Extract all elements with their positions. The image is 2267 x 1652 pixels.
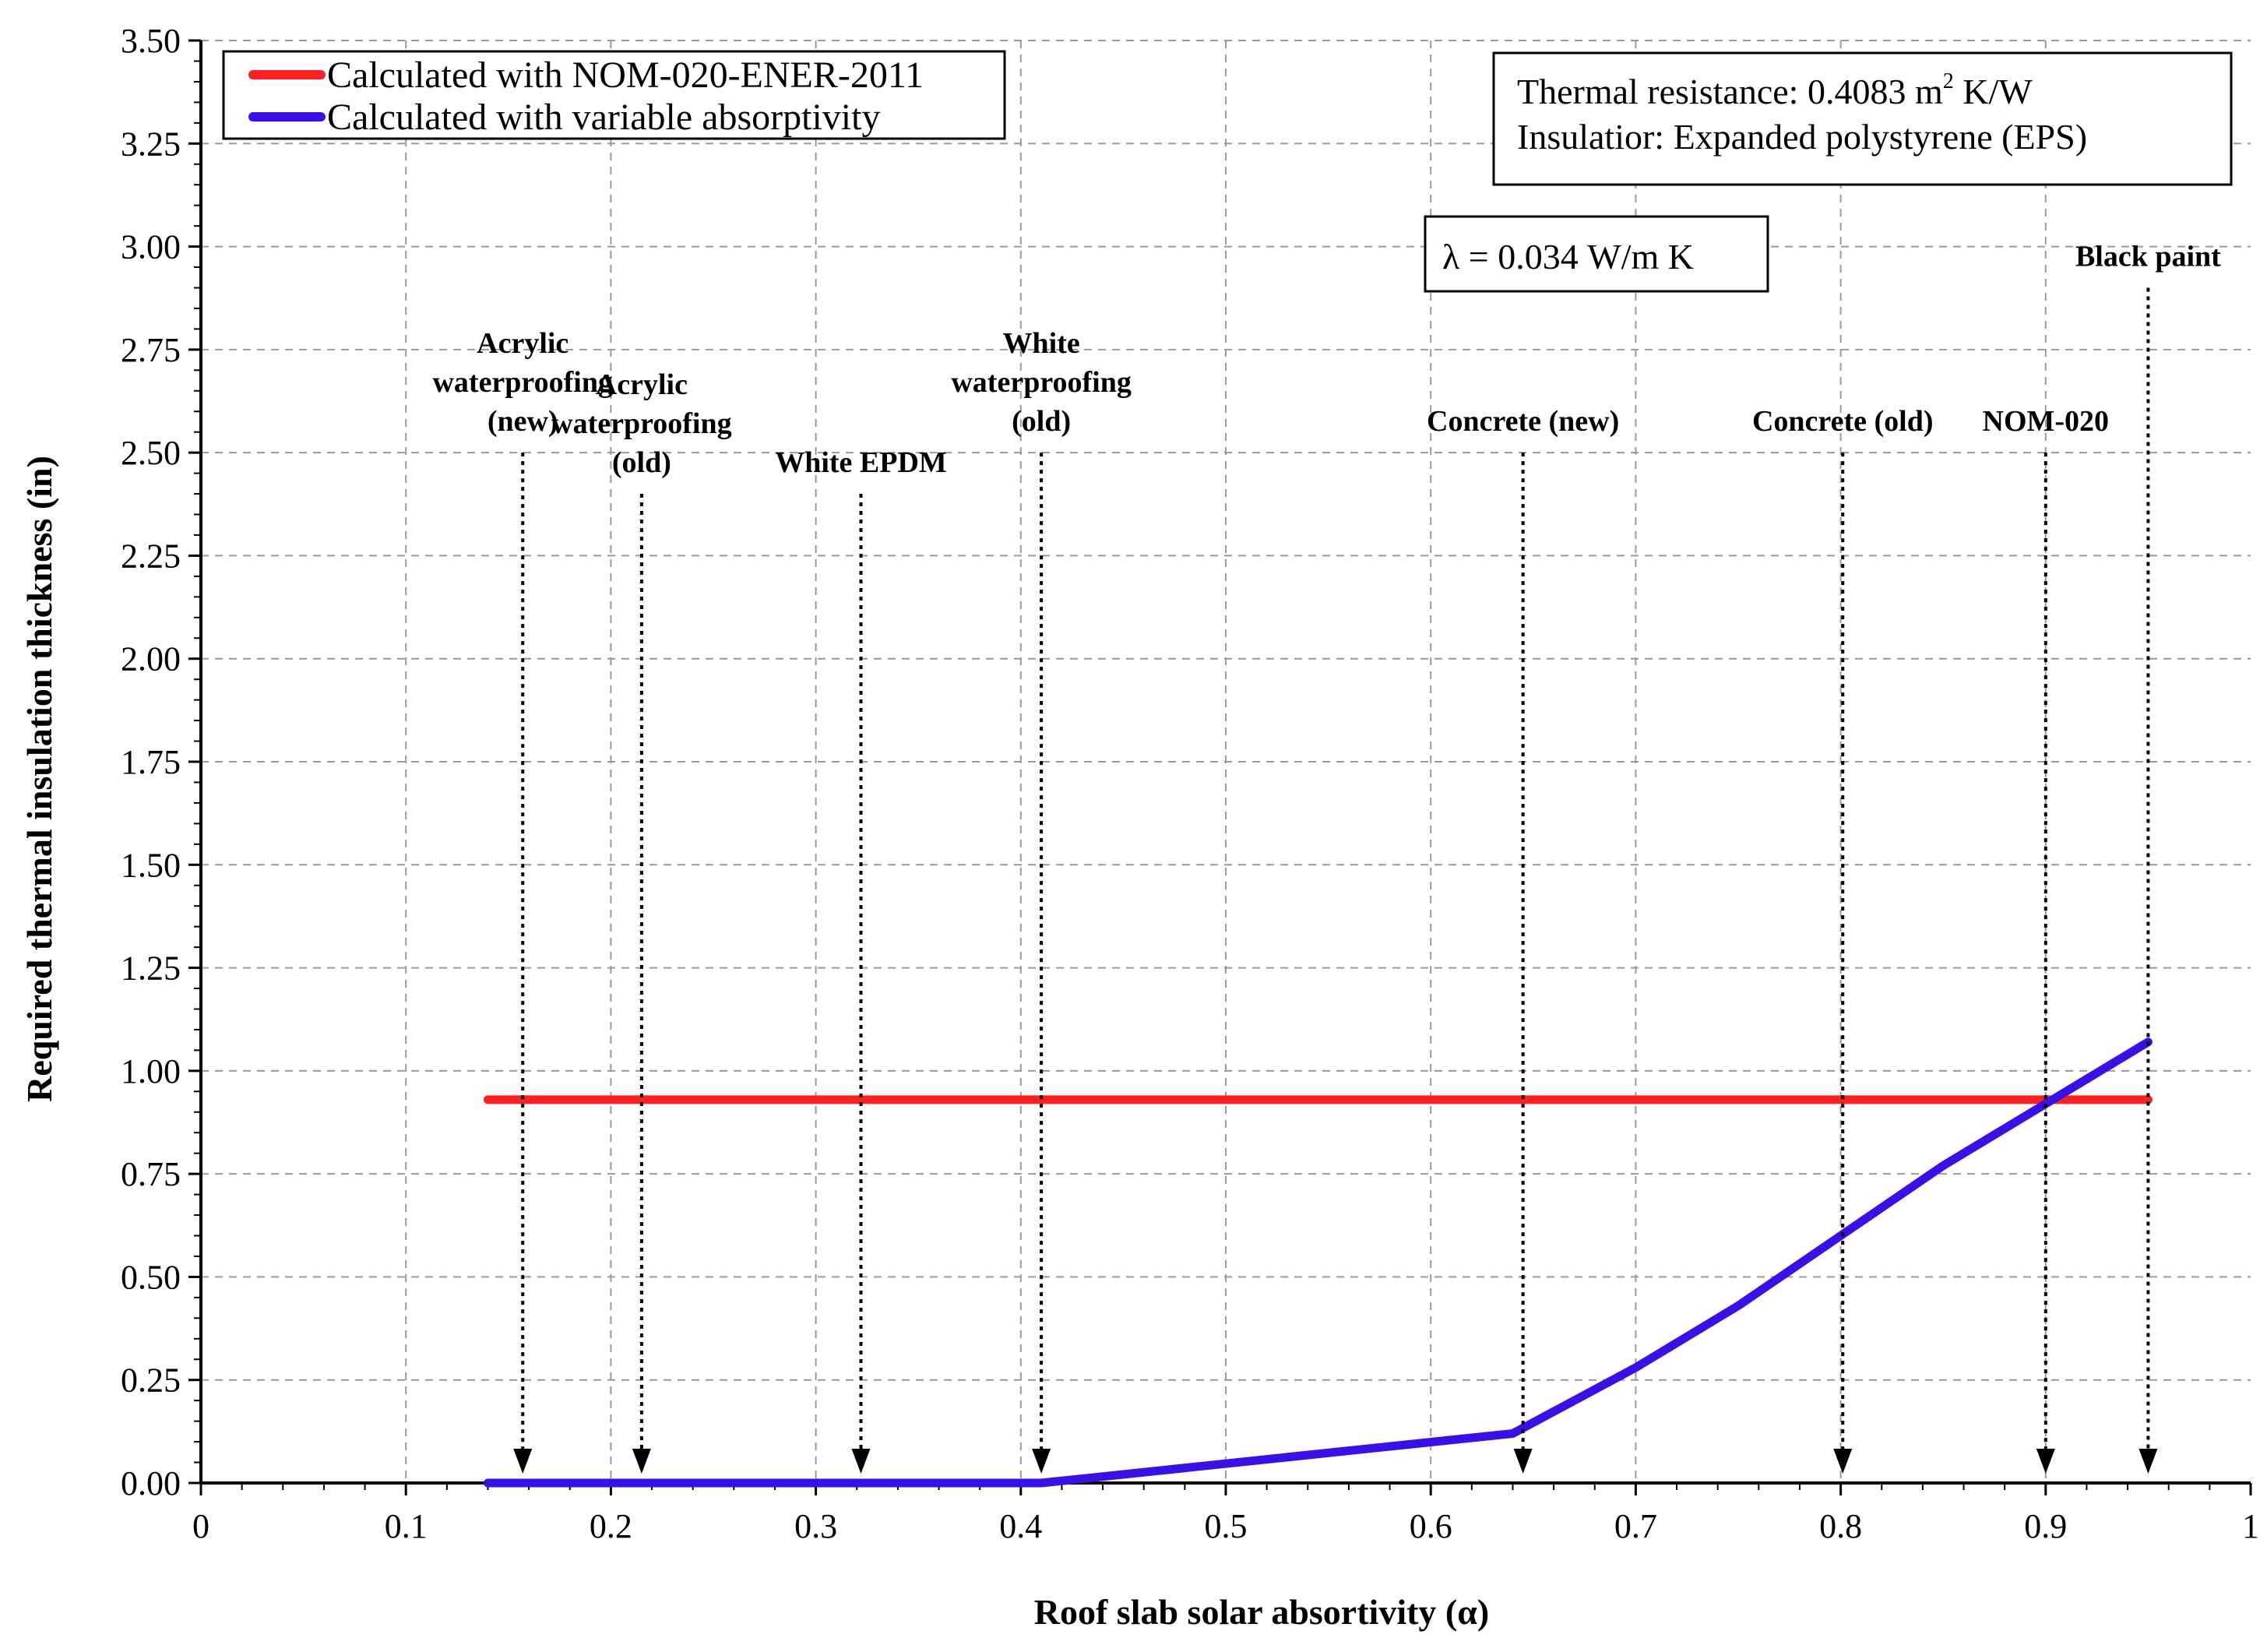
legend-frame xyxy=(222,50,1006,140)
y-tick-label: 0.50 xyxy=(121,1258,181,1296)
y-axis-title: Required thermal insulation thickness (i… xyxy=(19,456,59,1102)
annotation-label-6: NOM-020 xyxy=(1983,405,2110,438)
series-1-point xyxy=(1512,1432,1514,1435)
series-1-point xyxy=(1635,1366,1637,1368)
series-1-point xyxy=(1942,1164,1945,1167)
y-tick-label: 0.75 xyxy=(121,1155,181,1193)
annotation-label-1: waterproofing xyxy=(551,407,732,440)
series-0-point xyxy=(2147,1098,2149,1101)
info-resistance-sup: 2 xyxy=(1943,69,1954,93)
x-tick-label: 0.9 xyxy=(2024,1507,2067,1545)
annotation-arrowhead-2 xyxy=(851,1449,871,1474)
info-line-insulator: Insulatior: Expanded polystyrene (EPS) xyxy=(1517,117,2087,157)
legend: Calculated with NOM-020-ENER-2011 Calcul… xyxy=(222,50,1006,140)
annotation-label-0: waterproofing xyxy=(432,366,613,399)
annotation-label-1: Acrylic xyxy=(596,368,688,401)
annotation-label-4: Concrete (new) xyxy=(1427,405,1619,438)
annotation-arrowhead-1 xyxy=(632,1449,651,1474)
y-tick-label: 3.25 xyxy=(121,125,181,163)
annotation-arrowhead-7 xyxy=(2139,1449,2158,1474)
lambda-text: λ = 0.034 W/m K xyxy=(1442,237,1694,277)
legend-label-nom: Calculated with NOM-020-ENER-2011 xyxy=(327,55,924,96)
x-tick-label: 0.5 xyxy=(1205,1507,1248,1545)
y-tick-label: 1.75 xyxy=(121,743,181,781)
x-tick-label: 0.8 xyxy=(1819,1507,1862,1545)
annotation-label-0: Acrylic xyxy=(477,327,569,360)
y-tick-label: 2.00 xyxy=(121,640,181,678)
x-tick-label: 0.3 xyxy=(794,1507,837,1545)
y-tick-label: 1.50 xyxy=(121,846,181,884)
info-line-resistance: Thermal resistance: 0.4083 m2 K/W xyxy=(1517,69,2033,111)
legend-label-variable: Calculated with variable absorptivity xyxy=(327,97,880,138)
info-resistance-suffix: K/W xyxy=(1954,72,2033,111)
annotation-arrowhead-5 xyxy=(1833,1449,1853,1474)
annotation-label-3: (old) xyxy=(1012,405,1071,438)
series-0-point xyxy=(487,1098,489,1101)
x-tick-label: 0.7 xyxy=(1614,1507,1657,1545)
y-tick-label: 1.25 xyxy=(121,949,181,988)
x-tick-label: 0.1 xyxy=(385,1507,428,1545)
y-tick-label: 0.00 xyxy=(121,1464,181,1502)
lambda-box: λ = 0.034 W/m K xyxy=(1424,215,1769,293)
annotation-arrowhead-4 xyxy=(1513,1449,1533,1474)
x-tick-label: 0.4 xyxy=(999,1507,1042,1545)
series-1-point xyxy=(1040,1482,1043,1484)
x-tick-label: 0.6 xyxy=(1410,1507,1452,1545)
annotation-arrowhead-0 xyxy=(513,1449,533,1474)
info-resistance-prefix: Thermal resistance: 0.4083 m xyxy=(1517,72,1943,111)
series-1-point xyxy=(1737,1305,1739,1307)
y-tick-label: 2.25 xyxy=(121,537,181,575)
x-axis-title: Roof slab solar absortivity (α) xyxy=(1034,1592,1489,1632)
annotation-arrowhead-3 xyxy=(1032,1449,1051,1474)
series-line-1 xyxy=(483,1037,2153,1488)
annotation-label-2: White EPDM xyxy=(775,446,947,479)
series xyxy=(483,1037,2153,1488)
annotation-label-0: (new) xyxy=(488,405,558,438)
x-tick-label: 0.2 xyxy=(590,1507,632,1545)
series-1-point xyxy=(1839,1235,1842,1237)
annotation-arrowhead-6 xyxy=(2036,1449,2055,1474)
x-tick-label: 0 xyxy=(192,1507,209,1545)
y-tick-label: 2.50 xyxy=(121,434,181,472)
x-tick-label: 1 xyxy=(2242,1507,2259,1545)
y-tick-label: 2.75 xyxy=(121,331,181,369)
y-tick-label: 3.00 xyxy=(121,228,181,266)
info-box-frame xyxy=(1492,51,2233,186)
grid-lines xyxy=(201,40,2251,1483)
annotation-label-1: (old) xyxy=(612,446,671,479)
series-1-point xyxy=(487,1482,489,1484)
lambda-box-frame xyxy=(1424,215,1769,293)
y-tick-label: 0.25 xyxy=(121,1361,181,1400)
y-tick-label: 3.50 xyxy=(121,22,181,60)
annotation-label-7: Black paint xyxy=(2075,240,2221,273)
annotation-label-3: White xyxy=(1003,327,1080,360)
info-box: Thermal resistance: 0.4083 m2 K/W Insula… xyxy=(1492,51,2233,186)
annotation-label-5: Concrete (old) xyxy=(1752,405,1934,438)
axes: 0 0.1 0.2 0.3 0.4 0.5 0.6 0.7 0.8 0.9 1 0.00 0.25 0.5… xyxy=(121,22,2259,1545)
y-tick-label: 1.00 xyxy=(121,1052,181,1090)
annotation-label-3: waterproofing xyxy=(951,366,1132,399)
annotations: Acrylicwaterproofing(new)Acrylicwaterpro… xyxy=(432,240,2221,1474)
